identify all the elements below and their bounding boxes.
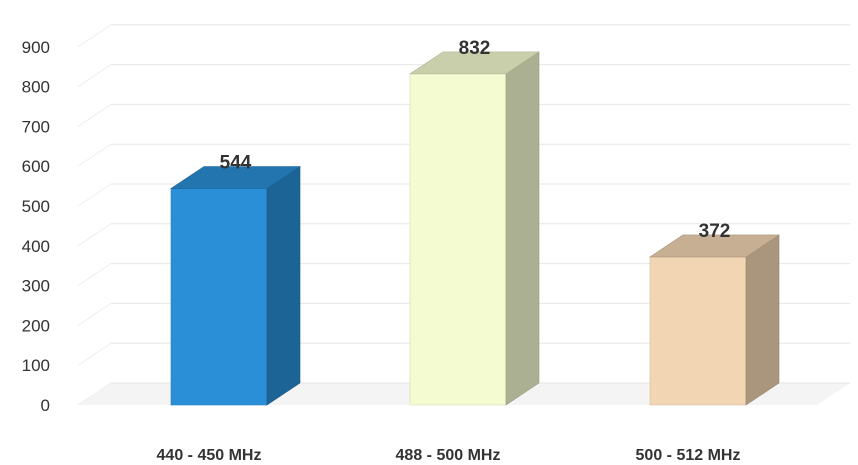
bar-side xyxy=(266,165,301,406)
gridline-depth xyxy=(77,103,112,127)
y-tick-label: 500 xyxy=(22,197,50,216)
gridline-depth xyxy=(77,223,112,247)
y-tick-label: 0 xyxy=(41,396,50,415)
bars: 544 832 372 xyxy=(170,38,780,406)
x-tick-label: 488 - 500 MHz xyxy=(396,447,501,464)
gridline-depth xyxy=(77,263,112,287)
y-tick-label: 100 xyxy=(22,356,50,375)
gridline-depth xyxy=(77,382,112,406)
data-label: 372 xyxy=(699,221,731,242)
y-tick-label: 800 xyxy=(22,78,50,97)
bar-front xyxy=(649,256,747,406)
gridline-depth xyxy=(77,24,112,48)
x-tick-label: 440 - 450 MHz xyxy=(157,447,262,464)
y-axis: 0 100 200 300 400 500 600 700 800 900 xyxy=(22,38,50,415)
bar-top xyxy=(409,51,540,75)
bar-front xyxy=(409,73,507,406)
bar-top xyxy=(170,166,301,189)
gridline-depth xyxy=(77,302,112,326)
x-axis: 440 - 450 MHz 488 - 500 MHz 500 - 512 MHz xyxy=(157,447,741,464)
bar-side xyxy=(745,234,780,406)
bar xyxy=(409,51,540,406)
y-tick-label: 400 xyxy=(22,237,50,256)
bar xyxy=(170,165,301,406)
y-tick-label: 600 xyxy=(22,157,50,176)
gridline-depth xyxy=(77,342,112,366)
data-label: 544 xyxy=(220,152,252,173)
bar xyxy=(649,234,780,406)
bar-top xyxy=(649,234,780,258)
y-tick-label: 900 xyxy=(22,38,50,57)
y-tick-label: 200 xyxy=(22,316,50,335)
gridline-depth xyxy=(77,143,112,167)
bar-front xyxy=(170,188,268,406)
x-tick-label: 500 - 512 MHz xyxy=(636,447,741,464)
gridline-depth xyxy=(77,64,112,88)
y-tick-label: 300 xyxy=(22,277,50,296)
bar-side xyxy=(505,51,540,406)
y-tick-label: 700 xyxy=(22,117,50,136)
data-label: 832 xyxy=(459,38,491,59)
gridline-depth xyxy=(77,183,112,207)
